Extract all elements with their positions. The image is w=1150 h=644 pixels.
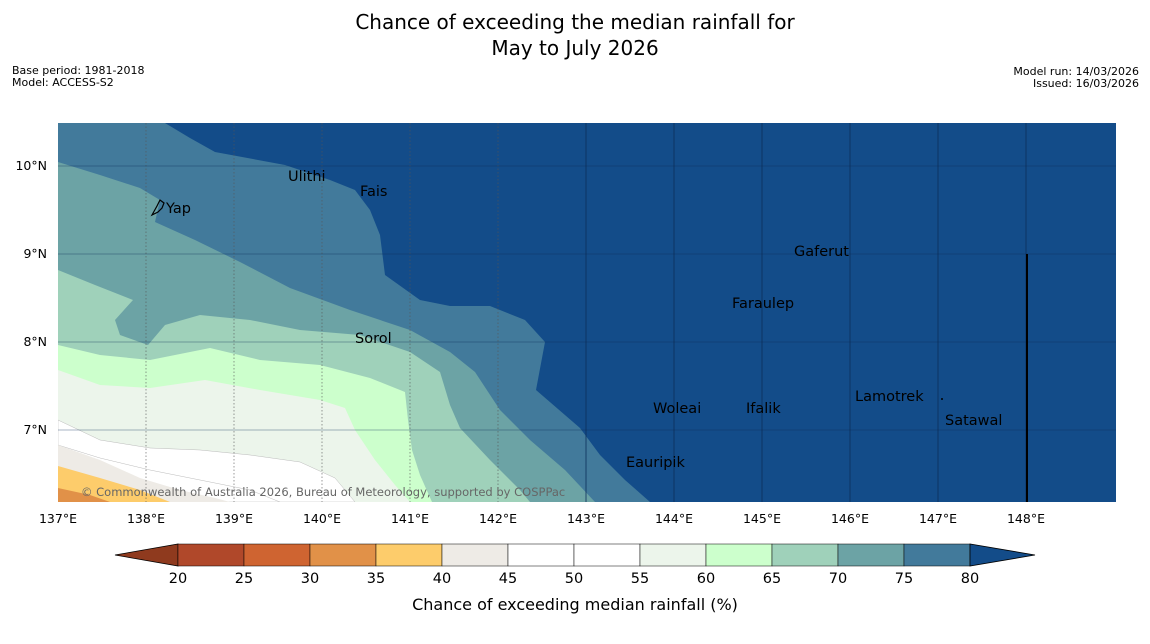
colorbar-segment: [507, 543, 575, 567]
place-label: Gaferut: [794, 244, 849, 260]
base-period-text: Base period: 1981-2018: [12, 64, 145, 77]
latitude-tick-label: 7°N: [23, 422, 47, 437]
gridlines: [58, 123, 1116, 502]
island-dot: [941, 398, 943, 400]
place-label: Lamotrek: [855, 389, 924, 405]
title-line-1: Chance of exceeding the median rainfall …: [355, 10, 795, 34]
latitude-tick-label: 8°N: [23, 334, 47, 349]
meta-left: Base period: 1981-2018 Model: ACCESS-S2: [12, 65, 144, 89]
map-title: Chance of exceeding the median rainfall …: [0, 9, 1150, 61]
place-label: Satawal: [945, 413, 1002, 429]
longitude-tick-label: 138°E: [127, 511, 165, 526]
colorbar-tick-label: 80: [961, 571, 979, 587]
colorbar: [114, 543, 1036, 567]
colorbar-segment: [837, 543, 905, 567]
colorbar-tick-label: 75: [895, 571, 913, 587]
place-label: Sorol: [355, 331, 392, 347]
longitude-tick-label: 144°E: [655, 511, 693, 526]
colorbar-tick-label: 50: [565, 571, 583, 587]
longitude-tick-label: 147°E: [919, 511, 957, 526]
colorbar-extend-high: [969, 543, 1036, 567]
colorbar-segment: [309, 543, 377, 567]
longitude-tick-label: 142°E: [479, 511, 517, 526]
colorbar-tick-label: 25: [235, 571, 253, 587]
place-label: Woleai: [653, 401, 701, 417]
longitude-tick-label: 137°E: [39, 511, 77, 526]
copyright-text: © Commonwealth of Australia 2026, Bureau…: [81, 485, 565, 499]
latitude-tick-label: 9°N: [23, 246, 47, 261]
colorbar-segment: [771, 543, 839, 567]
place-label: Eauripik: [626, 455, 685, 471]
place-labels: Ulithi Fais Yap Gaferut Faraulep Sorol W…: [165, 169, 1002, 471]
colorbar-segment: [639, 543, 707, 567]
longitude-tick-label: 139°E: [215, 511, 253, 526]
colorbar-segment: [573, 543, 641, 567]
longitude-tick-label: 148°E: [1007, 511, 1045, 526]
place-label: Ulithi: [288, 169, 326, 185]
colorbar-extend-low: [114, 543, 179, 567]
longitude-tick-label: 141°E: [391, 511, 429, 526]
longitude-tick-label: 145°E: [743, 511, 781, 526]
band-35-40: [58, 466, 170, 502]
colorbar-tick-label: 45: [499, 571, 517, 587]
colorbar-segment: [441, 543, 509, 567]
colorbar-tick-label: 70: [829, 571, 847, 587]
place-label: Ifalik: [746, 401, 781, 417]
meta-right: Model run: 14/03/2026 Issued: 16/03/2026: [1013, 66, 1139, 90]
colorbar-tick-label: 20: [169, 571, 187, 587]
latitude-tick-label: 10°N: [15, 158, 47, 173]
place-label: Fais: [360, 184, 387, 200]
longitude-tick-label: 143°E: [567, 511, 605, 526]
colorbar-tick-label: 30: [301, 571, 319, 587]
colorbar-segment: [903, 543, 971, 567]
colorbar-tick-label: 60: [697, 571, 715, 587]
longitude-tick-label: 146°E: [831, 511, 869, 526]
model-run-text: Model run: 14/03/2026: [1013, 65, 1139, 78]
issued-text: Issued: 16/03/2026: [1032, 77, 1139, 90]
band-30-35: [58, 488, 110, 502]
colorbar-segment: [177, 543, 245, 567]
colorbar-segment: [375, 543, 443, 567]
probability-contours: [58, 123, 1116, 502]
colorbar-tick-label: 65: [763, 571, 781, 587]
yap-island-outline: [150, 199, 165, 217]
latitude-labels: 10°N 9°N 8°N 7°N: [15, 158, 47, 437]
title-line-2: May to July 2026: [491, 36, 659, 60]
colorbar-segment: [705, 543, 773, 567]
place-label: Faraulep: [732, 296, 794, 312]
colorbar-tick-label: 55: [631, 571, 649, 587]
colorbar-ticks: 20 25 30 35 40 45 50 55 60 65 70 75 80: [169, 571, 979, 587]
model-text: Model: ACCESS-S2: [12, 76, 114, 89]
place-label: Yap: [165, 201, 191, 217]
longitude-labels: 137°E 138°E 139°E 140°E 141°E 142°E 143°E 144°E…: [39, 511, 1045, 526]
longitude-tick-label: 140°E: [303, 511, 341, 526]
colorbar-title: Chance of exceeding median rainfall (%): [412, 595, 738, 614]
colorbar-tick-label: 35: [367, 571, 385, 587]
colorbar-segment: [243, 543, 311, 567]
colorbar-tick-label: 40: [433, 571, 451, 587]
